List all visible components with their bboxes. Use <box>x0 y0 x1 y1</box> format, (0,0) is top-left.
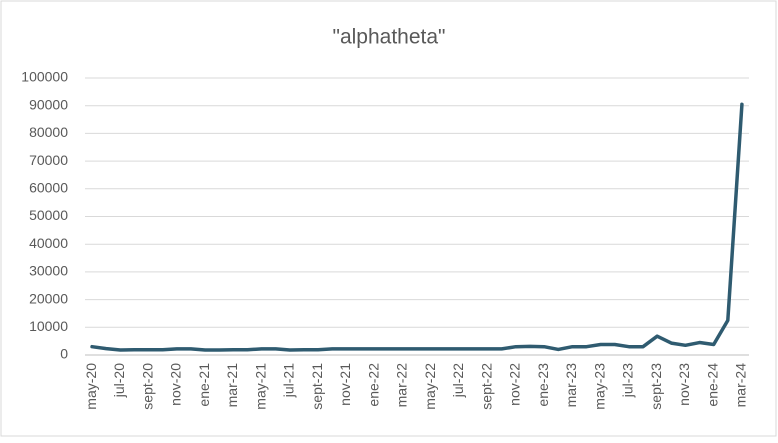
y-tick-label: 10000 <box>29 318 68 334</box>
x-tick-label: nov-22 <box>507 363 523 406</box>
x-tick-label: jul-21 <box>281 363 297 398</box>
x-tick-label: nov-21 <box>337 363 353 406</box>
y-tick-label: 30000 <box>29 263 68 279</box>
x-tick-label: may-21 <box>252 363 268 410</box>
y-tick-label: 50000 <box>29 207 68 223</box>
y-tick-label: 0 <box>60 346 68 362</box>
x-tick-label: may-22 <box>422 363 438 410</box>
x-tick-label: jul-23 <box>620 363 636 398</box>
x-tick-label: jul-22 <box>450 363 466 398</box>
line-series <box>90 102 744 352</box>
x-tick-label: ene-23 <box>535 363 551 407</box>
x-tick-label: ene-21 <box>196 363 212 407</box>
x-tick-label: sept-23 <box>648 363 664 410</box>
y-tick-label: 60000 <box>29 180 68 196</box>
x-tick-label: mar-22 <box>394 363 410 408</box>
x-tick-label: ene-22 <box>365 363 381 407</box>
x-tick-label: mar-24 <box>733 363 749 408</box>
y-tick-label: 80000 <box>29 124 68 140</box>
x-tick-label: jul-20 <box>111 363 127 398</box>
x-tick-label: mar-23 <box>563 363 579 408</box>
x-tick-label: mar-21 <box>224 363 240 408</box>
chart-title: "alphatheta" <box>333 26 446 49</box>
y-tick-label: 100000 <box>21 69 68 85</box>
x-tick-label: sept-22 <box>478 363 494 410</box>
x-tick-label: sept-21 <box>309 363 325 410</box>
y-tick-label: 20000 <box>29 290 68 306</box>
x-tick-label: ene-24 <box>704 363 720 407</box>
y-tick-label: 70000 <box>29 152 68 168</box>
x-tick-label: nov-20 <box>168 363 184 406</box>
x-tick-label: nov-23 <box>676 363 692 406</box>
x-tick-label: may-20 <box>83 363 99 410</box>
y-tick-label: 40000 <box>29 235 68 251</box>
y-tick-label: 90000 <box>29 96 68 112</box>
x-tick-label: sept-20 <box>139 363 155 410</box>
x-tick-label: may-23 <box>591 363 607 410</box>
